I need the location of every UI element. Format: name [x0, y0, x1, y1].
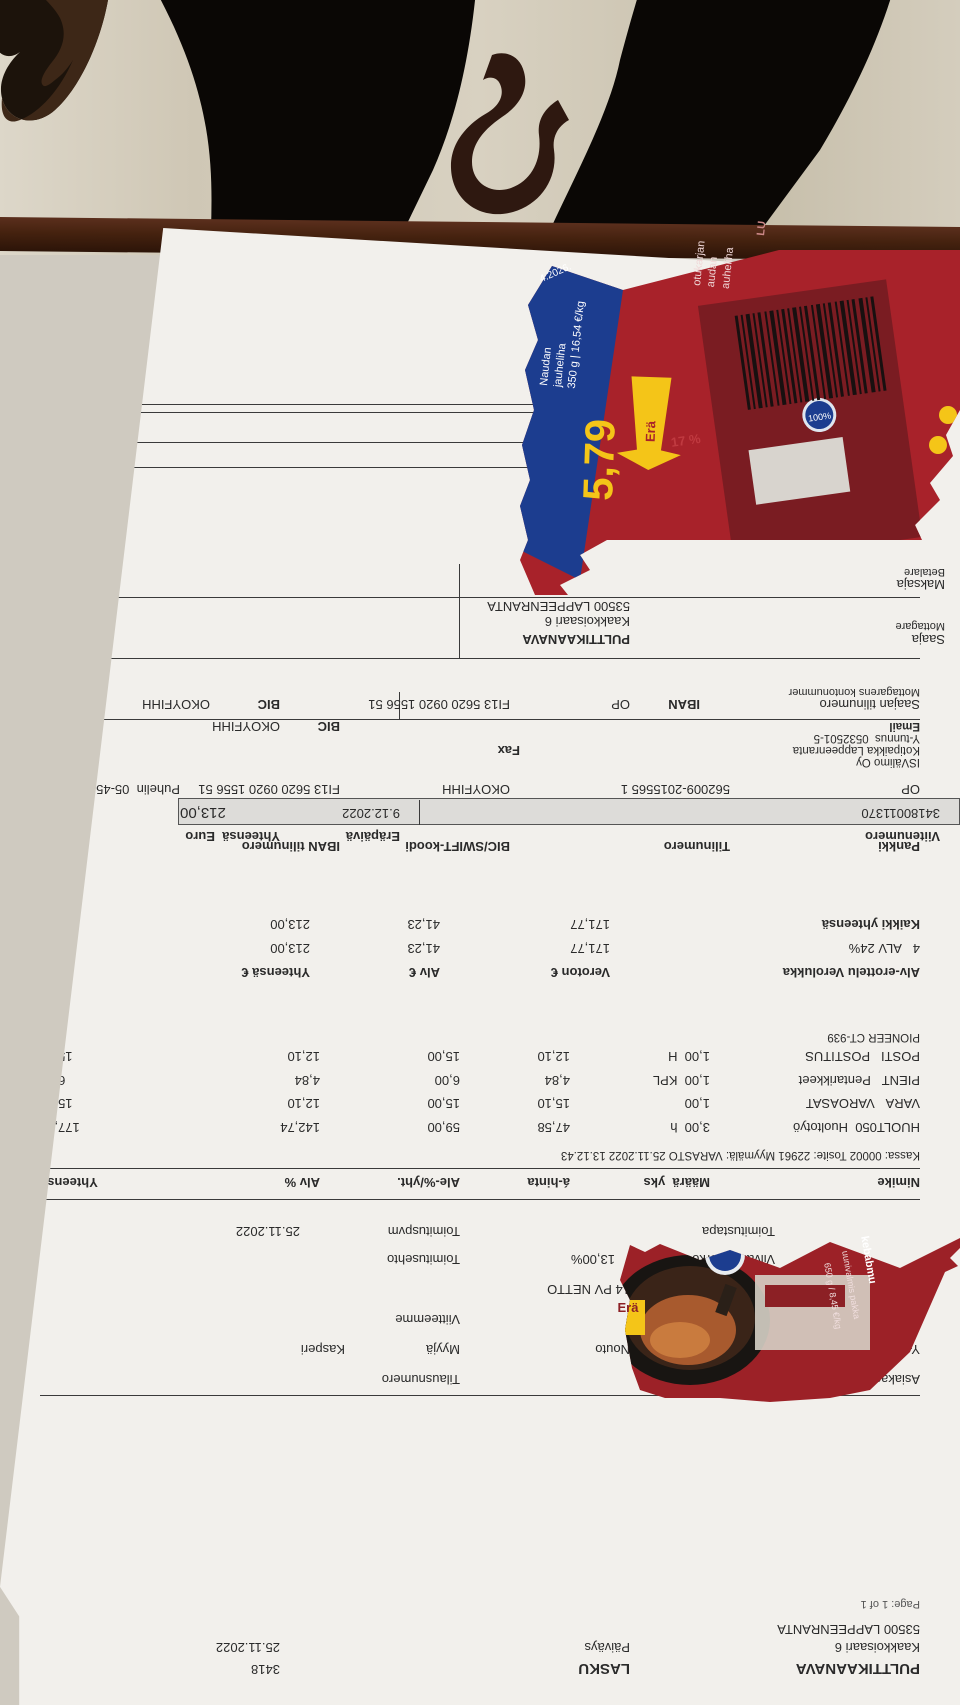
svg-text:9: 9: [942, 1180, 960, 1224]
